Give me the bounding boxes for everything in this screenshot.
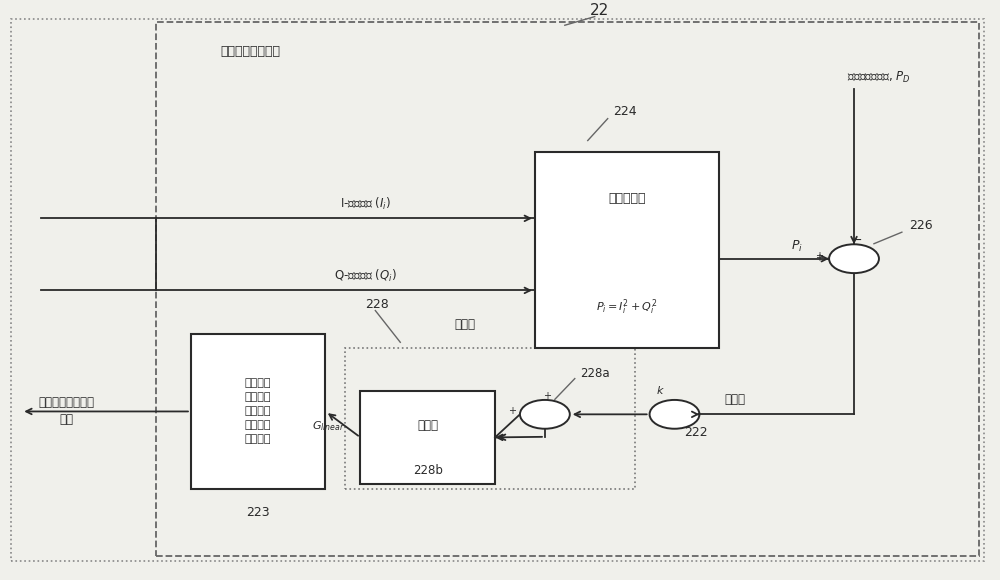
- Text: 累加器: 累加器: [455, 318, 476, 332]
- Text: Q-信通訊號 ($Q_i$): Q-信通訊號 ($Q_i$): [334, 268, 397, 284]
- Circle shape: [650, 400, 699, 429]
- Text: 223: 223: [246, 506, 270, 519]
- Text: 224: 224: [613, 104, 636, 118]
- Text: $G_{linear}$: $G_{linear}$: [312, 419, 345, 433]
- Text: 226: 226: [909, 219, 932, 232]
- Text: +: +: [543, 391, 551, 401]
- Text: +: +: [508, 407, 516, 416]
- Text: 22: 22: [590, 3, 609, 19]
- Text: 延遲器: 延遲器: [417, 419, 438, 432]
- Text: 功率偵測器: 功率偵測器: [608, 191, 646, 205]
- Circle shape: [829, 244, 879, 273]
- Text: 自动增益控制装置: 自动增益控制装置: [221, 45, 281, 57]
- Text: +: +: [539, 407, 551, 421]
- Text: +: +: [815, 251, 823, 262]
- Text: I-信通訊號 ($I_i$): I-信通訊號 ($I_i$): [340, 196, 391, 212]
- Circle shape: [520, 400, 570, 429]
- Text: 低噪聲放
大器與可
變增益放
大器控制
映像單元: 低噪聲放 大器與可 變增益放 大器控制 映像單元: [245, 378, 271, 444]
- Text: +: +: [848, 252, 860, 266]
- Text: −: −: [852, 234, 862, 247]
- FancyBboxPatch shape: [360, 392, 495, 484]
- Text: 乘法器: 乘法器: [724, 393, 745, 407]
- Text: ×: ×: [668, 407, 681, 422]
- Text: 228b: 228b: [413, 465, 443, 477]
- Text: 接收訊號之功率, $P_D$: 接收訊號之功率, $P_D$: [847, 70, 911, 85]
- Text: k: k: [656, 386, 663, 396]
- Text: 228a: 228a: [580, 367, 609, 380]
- Text: 222: 222: [684, 426, 708, 439]
- Text: 228: 228: [365, 298, 389, 311]
- FancyBboxPatch shape: [191, 334, 325, 490]
- Text: 數字自动增益控制
訊號: 數字自动增益控制 訊號: [38, 397, 94, 426]
- Text: $P_i = I_i^2 + Q_i^2$: $P_i = I_i^2 + Q_i^2$: [596, 298, 658, 317]
- Text: $P_i$: $P_i$: [791, 238, 803, 253]
- FancyBboxPatch shape: [535, 152, 719, 348]
- Text: +: +: [815, 252, 823, 263]
